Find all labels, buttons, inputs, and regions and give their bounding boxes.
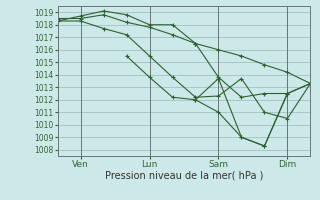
X-axis label: Pression niveau de la mer( hPa ): Pression niveau de la mer( hPa ) [105,171,263,181]
